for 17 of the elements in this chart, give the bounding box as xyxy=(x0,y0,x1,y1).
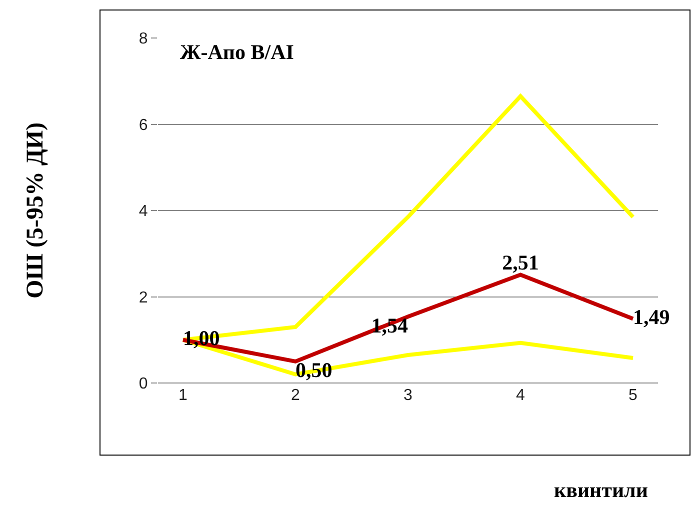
x-tick-label: 3 xyxy=(404,387,413,404)
data-label: 2,51 xyxy=(502,250,539,275)
data-label: 1,49 xyxy=(633,304,670,329)
y-tick-label: 4 xyxy=(138,203,148,220)
data-label: 1,00 xyxy=(183,326,220,350)
y-axis-title: ОШ (5-95% ДИ) xyxy=(22,122,48,298)
x-tick-label: 5 xyxy=(628,387,638,404)
line-series xyxy=(181,272,635,364)
x-tick-label: 1 xyxy=(178,387,188,404)
x-tick-label: 2 xyxy=(291,387,300,404)
y-tick-label: 8 xyxy=(138,30,148,48)
annotation: Ж-Апо B/AI xyxy=(180,40,294,64)
y-tick-label: 6 xyxy=(138,116,148,134)
x-axis-title: квинтили xyxy=(554,478,648,502)
y-tick-label: 0 xyxy=(138,376,148,393)
x-tick-label: 4 xyxy=(516,387,526,404)
y-tick-label: 2 xyxy=(138,289,148,306)
